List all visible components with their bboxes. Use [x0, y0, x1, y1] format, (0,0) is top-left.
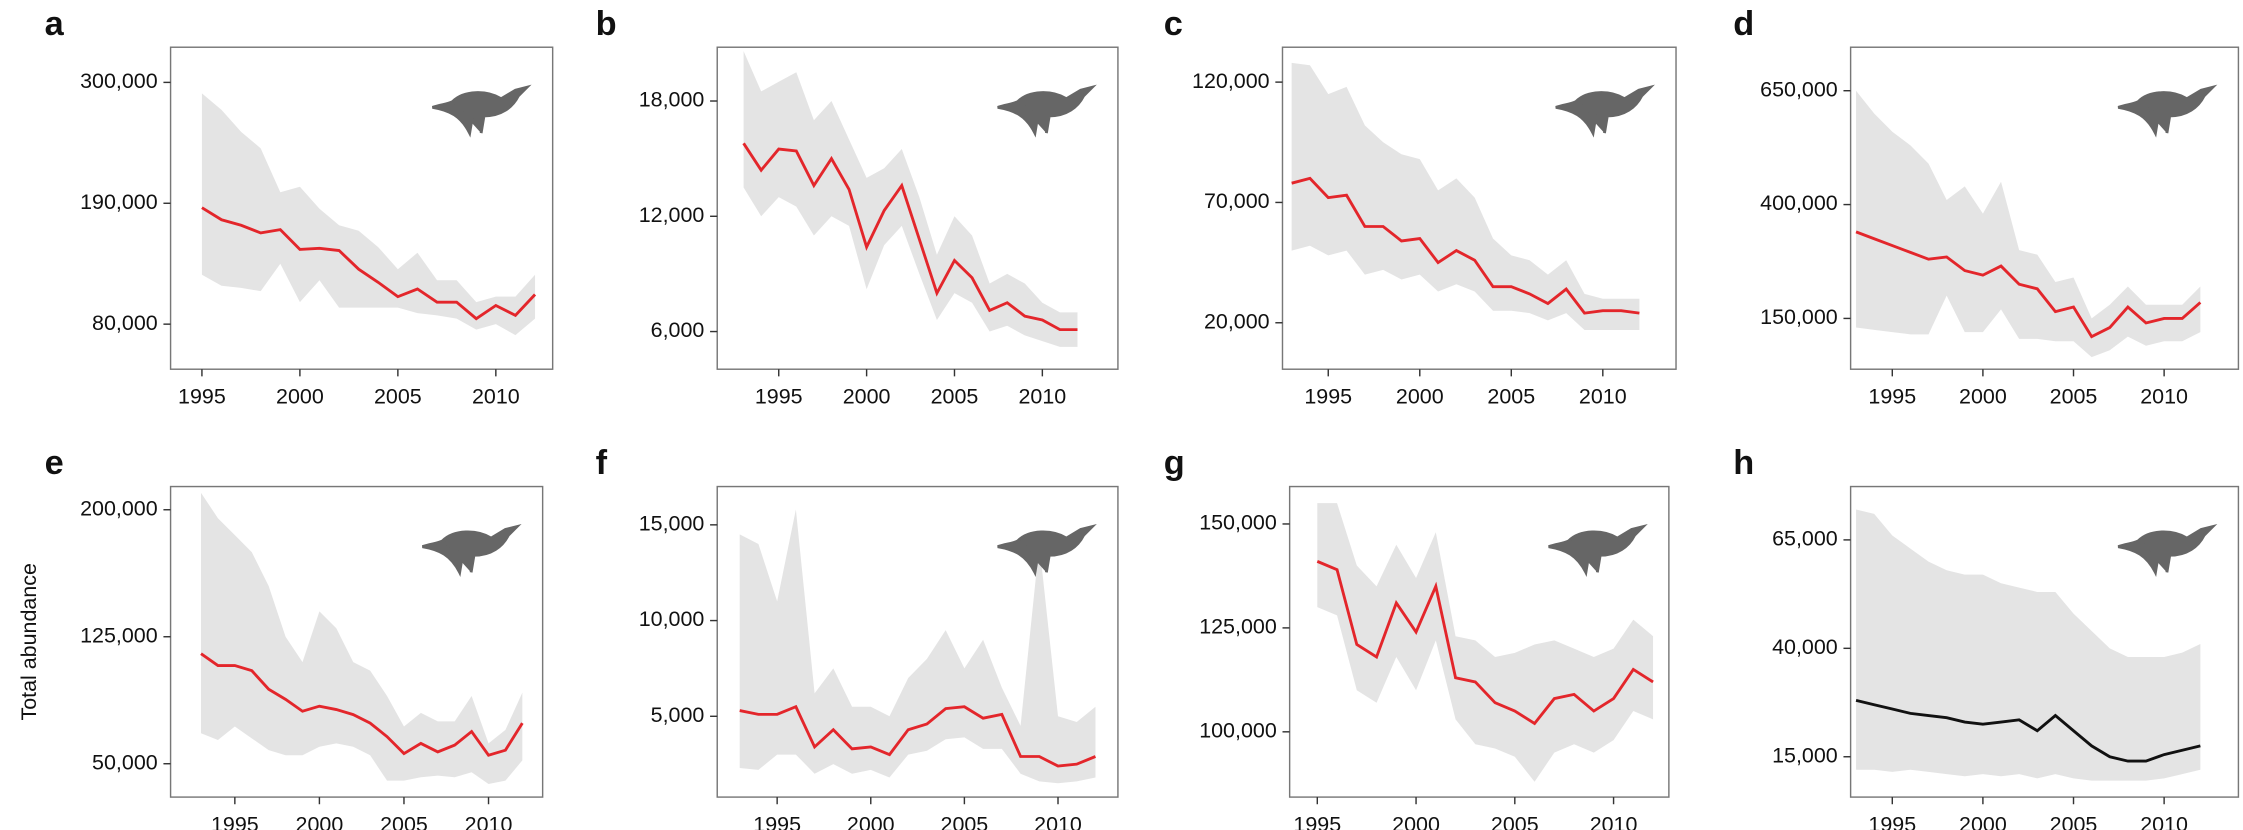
- bird-icon: [2118, 87, 2212, 133]
- y-tick-label: 150,000: [1199, 511, 1277, 535]
- panel: e Total abundance 50,000 125,000 200,000 1995…: [17, 444, 543, 830]
- x-tick-label: 2010: [465, 812, 513, 830]
- panel-letter: g: [1164, 444, 1185, 482]
- y-tick-label: 5,000: [651, 703, 705, 727]
- panel: g 100,000 125,000 150,000 1995 2000 2005 2010: [1164, 444, 1669, 830]
- y-tick-label: 200,000: [80, 496, 158, 520]
- y-tick-label: 12,000: [639, 203, 705, 227]
- panel-letter: e: [45, 444, 64, 482]
- panel: f 5,000 10,000 15,000 1995 2000 2005 2010: [596, 444, 1118, 830]
- panel: b 6,000 12,000 18,000 1995 2000 2005 2010: [596, 5, 1118, 409]
- x-tick-label: 2005: [374, 384, 422, 408]
- panel-letter: h: [1733, 444, 1754, 482]
- x-tick-label: 1995: [211, 812, 259, 830]
- x-tick-label: 1995: [753, 812, 801, 830]
- y-tick-label: 70,000: [1204, 189, 1270, 213]
- y-tick-label: 40,000: [1772, 635, 1838, 659]
- x-tick-label: 1995: [1293, 812, 1341, 830]
- x-tick-label: 2010: [2140, 384, 2188, 408]
- x-tick-label: 2010: [1579, 384, 1627, 408]
- x-tick-label: 2005: [1487, 384, 1535, 408]
- panel: c 20,000 70,000 120,000 1995 2000 2005 2010: [1164, 5, 1676, 409]
- y-tick-label: 125,000: [80, 623, 158, 647]
- x-tick-label: 2000: [847, 812, 895, 830]
- y-tick-label: 190,000: [80, 190, 158, 214]
- y-tick-label: 15,000: [639, 512, 705, 536]
- x-tick-label: 2010: [1034, 812, 1082, 830]
- confidence-band: [202, 93, 535, 335]
- x-tick-label: 1995: [1868, 812, 1916, 830]
- y-tick-label: 6,000: [651, 318, 705, 342]
- x-tick-label: 2000: [1959, 812, 2007, 830]
- x-tick-label: 2010: [472, 384, 520, 408]
- x-tick-label: 2005: [380, 812, 428, 830]
- y-tick-label: 125,000: [1199, 615, 1277, 639]
- bird-icon: [998, 87, 1092, 133]
- bird-icon: [422, 527, 516, 573]
- y-tick-label: 80,000: [92, 311, 158, 335]
- x-tick-label: 2000: [276, 384, 324, 408]
- x-tick-label: 2010: [1018, 384, 1066, 408]
- y-tick-label: 15,000: [1772, 743, 1838, 767]
- y-tick-label: 100,000: [1199, 718, 1277, 742]
- x-tick-label: 2005: [941, 812, 989, 830]
- x-tick-label: 2000: [296, 812, 344, 830]
- y-tick-label: 400,000: [1760, 191, 1838, 215]
- x-tick-label: 2000: [1392, 812, 1440, 830]
- bird-icon: [998, 527, 1092, 573]
- y-tick-label: 120,000: [1192, 69, 1270, 93]
- x-tick-label: 1995: [1304, 384, 1352, 408]
- x-tick-label: 2005: [1491, 812, 1539, 830]
- y-tick-label: 650,000: [1760, 77, 1838, 101]
- y-tick-label: 10,000: [639, 607, 705, 631]
- y-tick-label: 65,000: [1772, 527, 1838, 551]
- x-tick-label: 2010: [1590, 812, 1638, 830]
- y-tick-label: 300,000: [80, 69, 158, 93]
- panel: h 15,000 40,000 65,000 1995 2000 2005 2010: [1733, 444, 2238, 830]
- y-axis-label: Total abundance: [17, 563, 41, 720]
- bird-icon: [432, 87, 526, 133]
- bird-icon: [2118, 527, 2212, 573]
- bird-icon: [1549, 527, 1643, 573]
- panel: d 150,000 400,000 650,000 1995 2000 2005 2010: [1733, 5, 2238, 409]
- y-tick-label: 20,000: [1204, 309, 1270, 333]
- panel-letter: d: [1733, 5, 1754, 43]
- y-tick-label: 18,000: [639, 88, 705, 112]
- x-tick-label: 2005: [2050, 812, 2098, 830]
- x-tick-label: 2005: [2050, 384, 2098, 408]
- panel-letter: a: [45, 5, 65, 43]
- panel: a 80,000 190,000 300,000 1995 2000 2005 2010: [45, 5, 553, 409]
- y-tick-label: 50,000: [92, 750, 158, 774]
- x-tick-label: 2000: [1959, 384, 2007, 408]
- y-tick-label: 150,000: [1760, 305, 1838, 329]
- x-tick-label: 2000: [843, 384, 891, 408]
- x-tick-label: 1995: [178, 384, 226, 408]
- panel-letter: f: [596, 444, 608, 482]
- x-tick-label: 2000: [1396, 384, 1444, 408]
- panel-letter: b: [596, 5, 617, 43]
- confidence-band: [1856, 91, 2200, 357]
- figure: a 80,000 190,000 300,000 1995 2000 2005 2010 b 6,…: [0, 0, 2243, 830]
- x-tick-label: 2005: [931, 384, 979, 408]
- x-tick-label: 2010: [2140, 812, 2188, 830]
- bird-icon: [1556, 87, 1650, 133]
- x-tick-label: 1995: [1868, 384, 1916, 408]
- x-tick-label: 1995: [755, 384, 803, 408]
- panel-letter: c: [1164, 5, 1183, 43]
